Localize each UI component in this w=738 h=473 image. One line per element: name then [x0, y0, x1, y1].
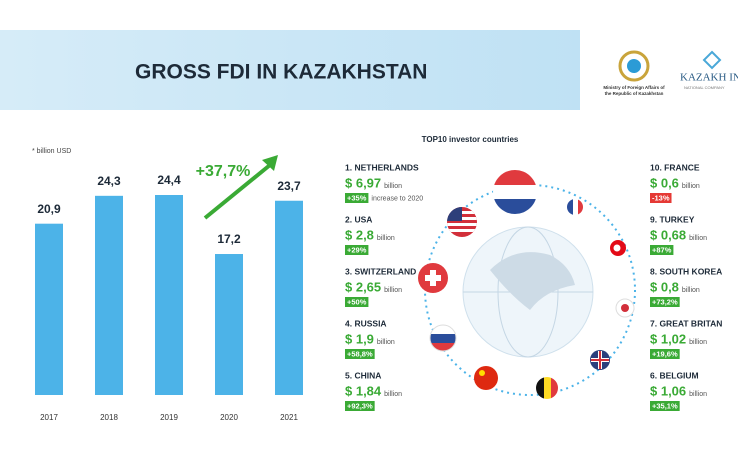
bar — [95, 195, 123, 395]
orbit — [424, 184, 636, 396]
investor-amount: $ 1,9 — [345, 331, 374, 346]
flag-turkey-moon — [613, 244, 621, 252]
flag-russia-ring — [429, 324, 457, 352]
investor-amount: $ 0,6 — [650, 175, 679, 190]
investor-unit: billion — [682, 287, 700, 294]
investor-change: +19,6% — [652, 349, 678, 358]
company-name: KAZAKH INVEST — [680, 72, 738, 84]
investor-change-box — [345, 297, 369, 307]
investor-change-box — [650, 193, 672, 203]
growth-annotation: +37,7% — [196, 163, 251, 180]
flag-russia — [430, 325, 456, 351]
investor-name: 1. NETHERLANDS — [345, 162, 419, 172]
investor-name: 10. FRANCE — [650, 162, 700, 172]
investor-change: +92,3% — [347, 401, 373, 410]
flag-china — [474, 366, 498, 390]
investor-change: +50% — [347, 297, 367, 306]
x-tick-label: 2020 — [220, 413, 238, 422]
investor-unit: billion — [689, 339, 707, 346]
bar — [215, 254, 243, 395]
investor-amount: $ 1,06 — [650, 383, 686, 398]
investor-unit: billion — [689, 391, 707, 398]
investor-list: 1. NETHERLANDS$ 6,97 billion+35% increase … — [345, 162, 722, 411]
flag-uk-cross-red — [591, 351, 609, 369]
investor-unit: billion — [689, 235, 707, 242]
investor-change: +87% — [652, 245, 672, 254]
chart-note: * billion USD — [32, 148, 71, 155]
investor-change: +73,2% — [652, 297, 678, 306]
investor-amount: $ 6,97 — [345, 175, 381, 190]
investor-unit: billion — [384, 287, 402, 294]
investor-change-box — [650, 245, 674, 255]
bar — [35, 223, 63, 395]
flag-usa — [447, 207, 477, 237]
investor-name: 8. SOUTH KOREA — [650, 266, 722, 276]
value-label: 23,7 — [277, 179, 301, 193]
investor-name: 6. BELGIUM — [650, 370, 699, 380]
investor-change: +35% — [347, 193, 367, 202]
investor-change: +35,1% — [652, 401, 678, 410]
ministry-text: the Republic of Kazakhstan — [605, 91, 664, 96]
investor-change: -13% — [652, 193, 670, 202]
investor-unit: billion — [377, 235, 395, 242]
header-banner — [0, 30, 580, 110]
flag-korea-center — [621, 304, 629, 312]
investor-name: 3. SWITZERLAND — [345, 266, 416, 276]
investor-change: +29% — [347, 245, 367, 254]
header-title: GROSS FDI IN KAZAKHSTAN — [135, 61, 427, 84]
ministry-text: Ministry of Foreign Affairs of — [603, 85, 665, 90]
flag-belgium — [536, 377, 558, 399]
investor-unit: billion — [384, 391, 402, 398]
investor-amount: $ 1,02 — [650, 331, 686, 346]
investor-change-box — [650, 297, 680, 307]
investor-change-box — [345, 401, 375, 411]
value-label: 24,4 — [157, 173, 181, 187]
investors-title: TOP10 investor countries — [422, 135, 519, 144]
investor-amount: $ 2,65 — [345, 279, 381, 294]
investor-name: 2. USA — [345, 214, 372, 224]
flag-switzerland-cross — [425, 270, 441, 286]
investor-change-box — [650, 401, 680, 411]
globe-land — [490, 252, 575, 310]
investor-name: 5. CHINA — [345, 370, 381, 380]
x-tick-label: 2017 — [40, 413, 58, 422]
investor-amount: $ 0,68 — [650, 227, 686, 242]
bar — [155, 195, 183, 395]
x-tick-label: 2018 — [100, 413, 118, 422]
investor-change-box — [345, 349, 375, 359]
investor-unit: billion — [384, 183, 402, 190]
flag-france — [567, 199, 583, 215]
investor-amount: $ 1,84 — [345, 383, 382, 398]
investor-note: increase to 2020 — [371, 195, 423, 202]
investor-name: 9. TURKEY — [650, 214, 695, 224]
investor-change-box — [345, 193, 369, 203]
investor-name: 7. GREAT BRITAN — [650, 318, 722, 328]
growth-arrowhead — [262, 155, 278, 171]
growth-arrow — [203, 163, 272, 220]
investor-unit: billion — [682, 183, 700, 190]
investor-change: +58,8% — [347, 349, 373, 358]
company-logo — [702, 50, 722, 70]
bar — [275, 200, 303, 395]
x-tick-label: 2019 — [160, 413, 178, 422]
investor-amount: $ 0,8 — [650, 279, 679, 294]
investor-amount: $ 2,8 — [345, 227, 374, 242]
value-label: 24,3 — [97, 174, 121, 188]
investor-change-box — [650, 349, 680, 359]
ministry-logo-center — [627, 59, 641, 73]
value-label: 20,9 — [37, 202, 61, 216]
investor-unit: billion — [377, 339, 395, 346]
investor-change-box — [345, 245, 369, 255]
flag-china-star — [479, 370, 485, 376]
bar-chart: 20,9 2017 24,3 2018 24,4 2019 17,2 2020 23,7 2021 — [35, 173, 303, 422]
value-label: 17,2 — [217, 232, 241, 246]
investor-name: 4. RUSSIA — [345, 318, 387, 328]
flag-netherlands — [493, 170, 537, 214]
x-tick-label: 2021 — [280, 413, 298, 422]
company-sub: NATIONAL COMPANY — [684, 85, 725, 90]
